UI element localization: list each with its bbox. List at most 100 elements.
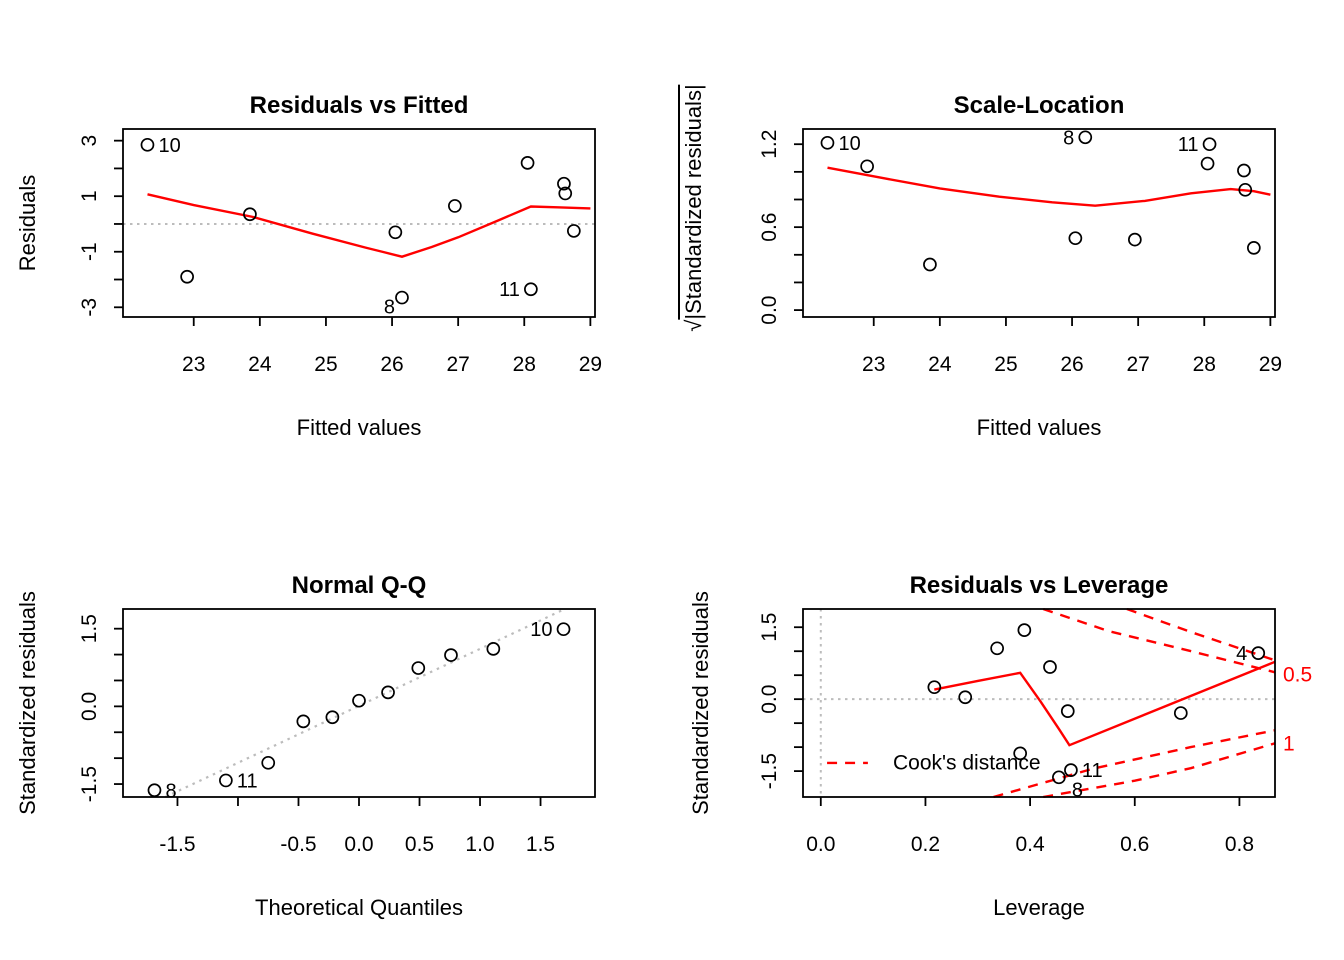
data-point [325, 710, 340, 725]
x-tick-label: 28 [1193, 353, 1216, 376]
data-point [1017, 623, 1032, 637]
y-tick-label: 0.0 [758, 685, 781, 714]
y-tick-label: 0.6 [758, 212, 781, 241]
point-label-8: 8 [1072, 779, 1083, 801]
sqrt-radical-glyph: √ [681, 319, 706, 332]
x-axis-label-leverage: Leverage [993, 895, 1085, 920]
data-point [486, 642, 501, 656]
y-tick-label: 1.2 [758, 130, 781, 159]
x-tick-label: 25 [994, 353, 1017, 376]
panel-title-normal-qq: Normal Q-Q [291, 572, 427, 599]
panel-title-scale-location: Scale-Location [953, 92, 1125, 119]
point-label-10: 10 [838, 133, 860, 155]
panel-residuals-vs-leverage: Cook's distance 811 4 0.0 0.2 0.4 0.6 0.8 -1.5 0.… [758, 608, 1312, 856]
panel-residuals-vs-fitted: 10 8 11 23 24 25 26 27 28 29 -3 -1 1 3 [78, 128, 602, 376]
x-tick-label: 24 [248, 353, 272, 376]
data-point [820, 135, 835, 150]
x-tick-label: 29 [1259, 353, 1282, 376]
x-tick-label: 1.0 [465, 833, 494, 856]
plot-box [122, 608, 596, 798]
data-point [243, 207, 257, 222]
data-point [1246, 241, 1261, 255]
data-point [927, 680, 942, 695]
data-point [1251, 646, 1266, 660]
plot-area-residuals-vs-leverage: Cook's distance [803, 608, 1276, 798]
point-label-10: 10 [158, 135, 180, 157]
x-tick-label: 0.8 [1225, 833, 1254, 856]
x-tick-label: 27 [446, 353, 469, 376]
plot-area-residuals-vs-fitted [123, 137, 595, 305]
data-point [520, 156, 535, 170]
point-label-11: 11 [1178, 134, 1199, 156]
data-point [147, 783, 162, 798]
x-tick-label: -1.5 [159, 833, 195, 856]
y-tick-label: 3 [78, 135, 101, 147]
y-tick-label: 1.5 [758, 613, 781, 642]
data-point [524, 282, 538, 297]
x-tick-label: 24 [928, 353, 952, 376]
data-point [1200, 156, 1215, 171]
data-point [1237, 163, 1251, 178]
data-point [923, 257, 937, 272]
x-tick-label: 0.5 [405, 833, 434, 856]
plot-area-scale-location [820, 130, 1271, 272]
point-label-10: 10 [530, 619, 552, 641]
point-label-11: 11 [1082, 760, 1103, 782]
data-point [566, 224, 581, 238]
sqrt-radicand-text: |Standardized residuals| [678, 84, 706, 320]
smoother-line [934, 660, 1276, 747]
data-point [1013, 746, 1028, 761]
panel-scale-location: 10 8 11 23 24 25 26 27 28 29 0.0 0.6 1.2 [758, 127, 1282, 376]
data-point [388, 225, 403, 240]
y-axis-label-residuals: Residuals [15, 174, 40, 272]
y-tick-label: -1 [78, 242, 101, 261]
y-tick-label: 0.0 [758, 295, 781, 324]
x-tick-label: 29 [579, 353, 602, 376]
data-point [1238, 182, 1253, 197]
data-point [1064, 763, 1078, 777]
data-point [958, 690, 973, 705]
point-label-8: 8 [165, 780, 176, 802]
x-tick-label: 23 [862, 353, 885, 376]
y-axis-label-standardized-residuals-2: Standardized residuals [688, 591, 713, 815]
smoother-line [147, 193, 591, 258]
x-axis-label-theoretical-quantiles: Theoretical Quantiles [255, 895, 463, 920]
panel-title-residuals-vs-fitted: Residuals vs Fitted [249, 92, 469, 119]
point-label-11: 11 [499, 279, 520, 301]
data-point [1173, 706, 1188, 720]
cook-contour-1-upper [1126, 608, 1276, 662]
data-point [990, 641, 1004, 656]
plot-box [122, 128, 596, 318]
x-tick-label: 0.0 [344, 833, 373, 856]
x-tick-label: 26 [1060, 353, 1083, 376]
data-point [261, 755, 276, 770]
y-axis-label-sqrt-std-residuals: √|Standardized residuals| [678, 84, 707, 332]
data-point [296, 714, 311, 729]
y-tick-label: -1.5 [758, 753, 781, 789]
data-point [381, 685, 395, 700]
x-axis-label-fitted-values-2: Fitted values [976, 415, 1102, 440]
data-point [557, 176, 571, 191]
x-tick-label: 25 [314, 353, 337, 376]
data-point [219, 773, 233, 788]
point-label-8: 8 [1063, 127, 1074, 149]
data-point [1052, 770, 1066, 785]
data-point [180, 269, 194, 284]
x-tick-label: 0.4 [1016, 833, 1046, 856]
x-tick-label: -0.5 [280, 833, 316, 856]
plot-area-normal-q-q [147, 608, 571, 798]
x-tick-label: 26 [380, 353, 403, 376]
data-point [1060, 704, 1075, 719]
data-point [558, 186, 573, 201]
y-tick-label: -1.5 [78, 766, 101, 802]
x-tick-label: 0.6 [1120, 833, 1149, 856]
y-tick-label: -3 [78, 298, 101, 317]
data-point [352, 693, 366, 708]
data-point [1043, 660, 1057, 674]
data-point [556, 622, 571, 637]
cook-contour-label-1: 1 [1283, 733, 1295, 756]
point-label-8: 8 [384, 297, 395, 319]
data-point [1078, 130, 1093, 145]
y-tick-label: 1 [78, 190, 101, 202]
data-point [411, 661, 426, 675]
